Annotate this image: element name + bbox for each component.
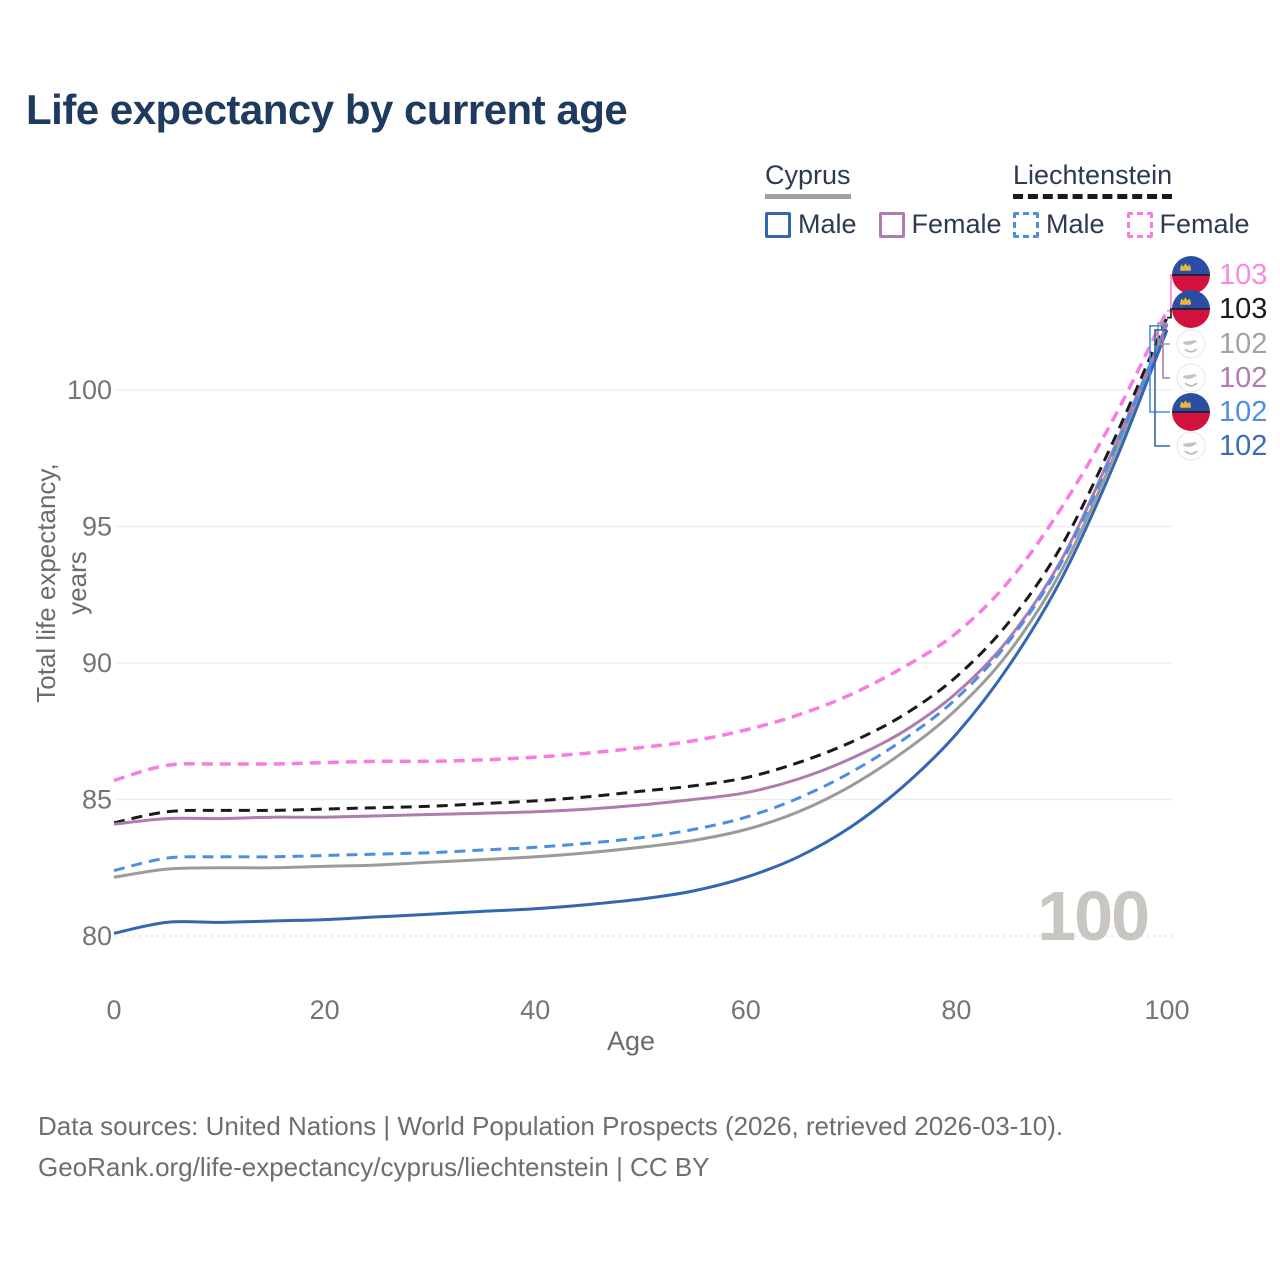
legend-item-liechtenstein-male[interactable]: Male [1013, 209, 1105, 240]
end-label-value-li-female: 103 [1219, 258, 1268, 291]
end-label-value-cy-male: 102 [1219, 429, 1268, 462]
series-line-cy-total [113, 322, 1169, 879]
liechtenstein-female-swatch-icon [1126, 211, 1153, 238]
end-label-row-cy-female: 102 [1172, 359, 1267, 397]
legend-group-cyprus: Cyprus Male Female [765, 160, 1002, 240]
cyprus-flag-wrap [1172, 431, 1210, 461]
y-tick-label: 100 [67, 375, 112, 405]
liechtenstein-male-swatch-icon [1013, 211, 1039, 238]
end-label-value-li-male: 102 [1219, 395, 1268, 428]
liechtenstein-flag-wrap [1172, 290, 1210, 328]
liechtenstein-flag-icon [1172, 256, 1210, 294]
cyprus-flag-icon [1176, 363, 1206, 393]
end-label-row-li-total: 103 [1172, 290, 1267, 328]
end-label-value-li-total: 103 [1219, 292, 1268, 325]
y-tick-label: 95 [82, 512, 112, 542]
end-label-leader-li-female [1167, 274, 1172, 312]
series-line-cy-male [113, 329, 1169, 935]
legend-header-liechtenstein[interactable]: Liechtenstein [1013, 160, 1173, 199]
footer: Data sources: United Nations | World Pop… [38, 1106, 1063, 1188]
series-line-li-total [113, 317, 1169, 825]
x-tick-label: 100 [1144, 995, 1189, 1025]
end-label-leader-cy-male [1154, 329, 1170, 447]
y-tick-label: 80 [82, 921, 112, 951]
legend-item-cyprus-male[interactable]: Male [765, 209, 857, 240]
legend-item-liechtenstein-female[interactable]: Female [1126, 209, 1250, 240]
liechtenstein-flag-icon [1172, 290, 1210, 328]
footer-attribution: GeoRank.org/life-expectancy/cyprus/liech… [38, 1152, 710, 1182]
x-tick-label: 60 [731, 995, 761, 1025]
liechtenstein-flag-icon [1172, 393, 1210, 431]
y-tick-label: 85 [82, 785, 112, 815]
series-line-li-male [113, 325, 1169, 872]
end-label-value-cy-female: 102 [1219, 361, 1268, 394]
x-tick-label: 20 [310, 995, 340, 1025]
legend-header-cyprus[interactable]: Cyprus [765, 160, 851, 199]
cyprus-flag-wrap [1172, 329, 1210, 359]
liechtenstein-flag-wrap [1172, 393, 1210, 431]
x-tick-label: 80 [941, 995, 971, 1025]
cyprus-flag-icon [1176, 431, 1206, 461]
x-tick-label: 40 [520, 995, 550, 1025]
end-label-row-cy-male: 102 [1172, 427, 1267, 465]
end-label-leader-li-total [1167, 308, 1172, 319]
liechtenstein-flag-wrap [1172, 256, 1210, 294]
footer-data-sources: Data sources: United Nations | World Pop… [38, 1111, 1064, 1141]
cyprus-female-swatch-icon [878, 211, 905, 238]
cyprus-flag-wrap [1172, 363, 1210, 393]
end-label-leader-cy-female [1162, 323, 1170, 379]
page-title: Life expectancy by current age [26, 86, 628, 133]
y-tick-label: 90 [82, 648, 112, 678]
cyprus-flag-icon [1176, 329, 1206, 359]
end-label-value-cy-total: 102 [1219, 327, 1268, 360]
end-label-leader-cy-total [1157, 322, 1170, 345]
end-label-row-cy-total: 102 [1172, 325, 1267, 363]
x-axis-title: Age [606, 1026, 656, 1056]
end-label-row-li-female: 103 [1172, 256, 1267, 294]
series-line-li-female [113, 310, 1169, 783]
cyprus-male-swatch-icon [765, 211, 791, 238]
legend-item-cyprus-female[interactable]: Female [878, 209, 1002, 240]
end-label-row-li-male: 102 [1172, 393, 1267, 431]
legend-group-liechtenstein: Liechtenstein Male Female [1013, 160, 1250, 240]
x-tick-label: 0 [106, 995, 121, 1025]
age-watermark: 100 [1037, 877, 1150, 955]
y-axis-title: Total life expectancy, years [31, 463, 92, 703]
end-label-leader-li-male [1149, 325, 1170, 413]
